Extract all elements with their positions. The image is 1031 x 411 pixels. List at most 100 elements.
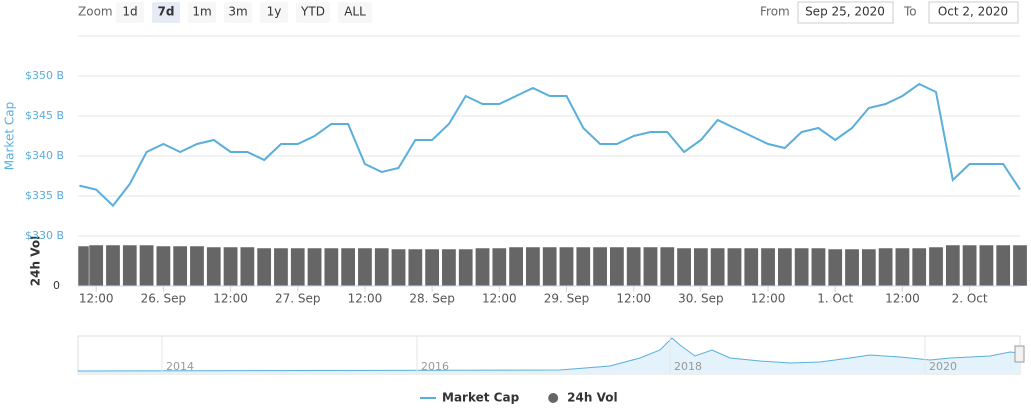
volume-bar [374, 247, 390, 287]
x-tick-label: 27. Sep [275, 292, 321, 306]
volume-bar [945, 244, 961, 287]
volume-bar [743, 247, 759, 287]
volume-bar [491, 247, 507, 287]
navigator [77, 335, 1025, 375]
volume-bar [155, 245, 171, 287]
volume-bar [323, 247, 339, 287]
volume-bar [962, 244, 977, 287]
volume-bar [239, 246, 255, 287]
zoom-button-label[interactable]: 1y [267, 5, 282, 19]
volume-bar [189, 245, 205, 287]
zoom-button[interactable] [296, 2, 330, 23]
zoom-button[interactable] [116, 2, 144, 23]
to-input[interactable] [928, 1, 1019, 24]
zoom-button[interactable] [152, 2, 180, 23]
volume-bar [475, 247, 490, 287]
zoom-button-label[interactable]: ALL [344, 5, 366, 19]
volume-bar [508, 246, 524, 287]
volume-bar [861, 248, 877, 287]
volume-bar [290, 247, 306, 287]
navigator-label: 2018 [674, 360, 702, 373]
volume-bar [206, 246, 222, 287]
x-tick-label: 2. Oct [952, 292, 988, 306]
volume-bar [710, 247, 726, 287]
volume-bar [643, 246, 658, 287]
volume-bar [340, 247, 356, 287]
volume-bar [979, 244, 994, 287]
legend-label[interactable]: Market Cap [442, 391, 520, 405]
volume-bar [928, 246, 944, 287]
volume-bar [139, 244, 154, 287]
zoom-button-label[interactable]: 3m [228, 5, 247, 19]
y-tick-label: $335 B [25, 189, 64, 202]
zoom-button-label[interactable]: 1d [122, 5, 137, 19]
volume-bar [307, 247, 322, 287]
navigator-label: 2016 [421, 360, 449, 373]
x-tick-label: 12:00 [616, 292, 651, 306]
y-tick-label: $330 B [25, 229, 64, 242]
volume-bar [441, 248, 457, 287]
volume-bar [693, 247, 709, 287]
legend-symbol[interactable] [548, 393, 559, 403]
volume-bar [995, 244, 1011, 287]
y-tick-label: $340 B [25, 149, 64, 162]
volume-bar [391, 248, 406, 287]
volume-bar [592, 246, 608, 287]
zoom-button-label[interactable]: YTD [300, 5, 325, 19]
volume-bar [273, 247, 289, 287]
volume-bar [811, 247, 826, 287]
zoom-button-label[interactable]: 7d [158, 5, 175, 19]
y-tick-label: $345 B [25, 109, 64, 122]
volume-bar [727, 247, 742, 287]
volume-bar [105, 244, 121, 287]
volume-bar [1012, 244, 1028, 287]
volume-bar [357, 247, 373, 287]
from-date[interactable]: Sep 25, 2020 [805, 5, 885, 19]
volume-bar [407, 248, 423, 287]
from-input[interactable] [797, 1, 894, 24]
volume-bar [88, 244, 104, 287]
to-date[interactable]: Oct 2, 2020 [938, 5, 1008, 19]
volume-bar [777, 247, 793, 287]
volume-bar [424, 248, 440, 287]
zoom-button[interactable] [338, 2, 372, 23]
x-tick-label: 12:00 [79, 292, 114, 306]
volume-bar [844, 248, 860, 287]
volume-bar [172, 245, 188, 287]
x-tick-label: 29. Sep [544, 292, 590, 306]
volume-bar [256, 247, 272, 287]
zoom-button[interactable] [224, 2, 252, 23]
zoom-button[interactable] [260, 2, 288, 23]
from-label: From [760, 5, 790, 19]
navigator-label: 2014 [166, 360, 194, 373]
x-tick-label: 28. Sep [409, 292, 455, 306]
navigator-label: 2020 [929, 360, 957, 373]
zoom-button-label[interactable]: 1m [192, 5, 211, 19]
market-cap-line [79, 82, 1021, 208]
volume-bar [575, 246, 591, 287]
to-label: To [903, 5, 917, 19]
zoom-label: Zoom [78, 5, 113, 19]
x-tick-label: 1. Oct [817, 292, 853, 306]
navigator-area [78, 338, 1020, 374]
x-tick-label: 12:00 [751, 292, 786, 306]
y-tick-label: $350 B [25, 69, 64, 82]
x-tick-label: 26. Sep [141, 292, 187, 306]
x-tick-label: 30. Sep [678, 292, 724, 306]
volume-bar [827, 248, 843, 287]
y2-tick-label: 0 [53, 279, 60, 292]
volume-bar [676, 247, 692, 287]
legend-label[interactable]: 24h Vol [567, 391, 617, 405]
y2-axis-title: 24h Vol [29, 236, 43, 286]
volume-bar [659, 246, 675, 287]
volume-bar [794, 247, 810, 287]
volume-bar [895, 247, 910, 287]
volume-bar [559, 246, 574, 287]
volume-bar [223, 246, 238, 287]
zoom-button[interactable] [188, 2, 216, 23]
navigator-handle[interactable] [1014, 345, 1025, 363]
volume-bar [878, 247, 894, 287]
volume-bar [626, 246, 642, 287]
navigator-line [77, 337, 1021, 372]
